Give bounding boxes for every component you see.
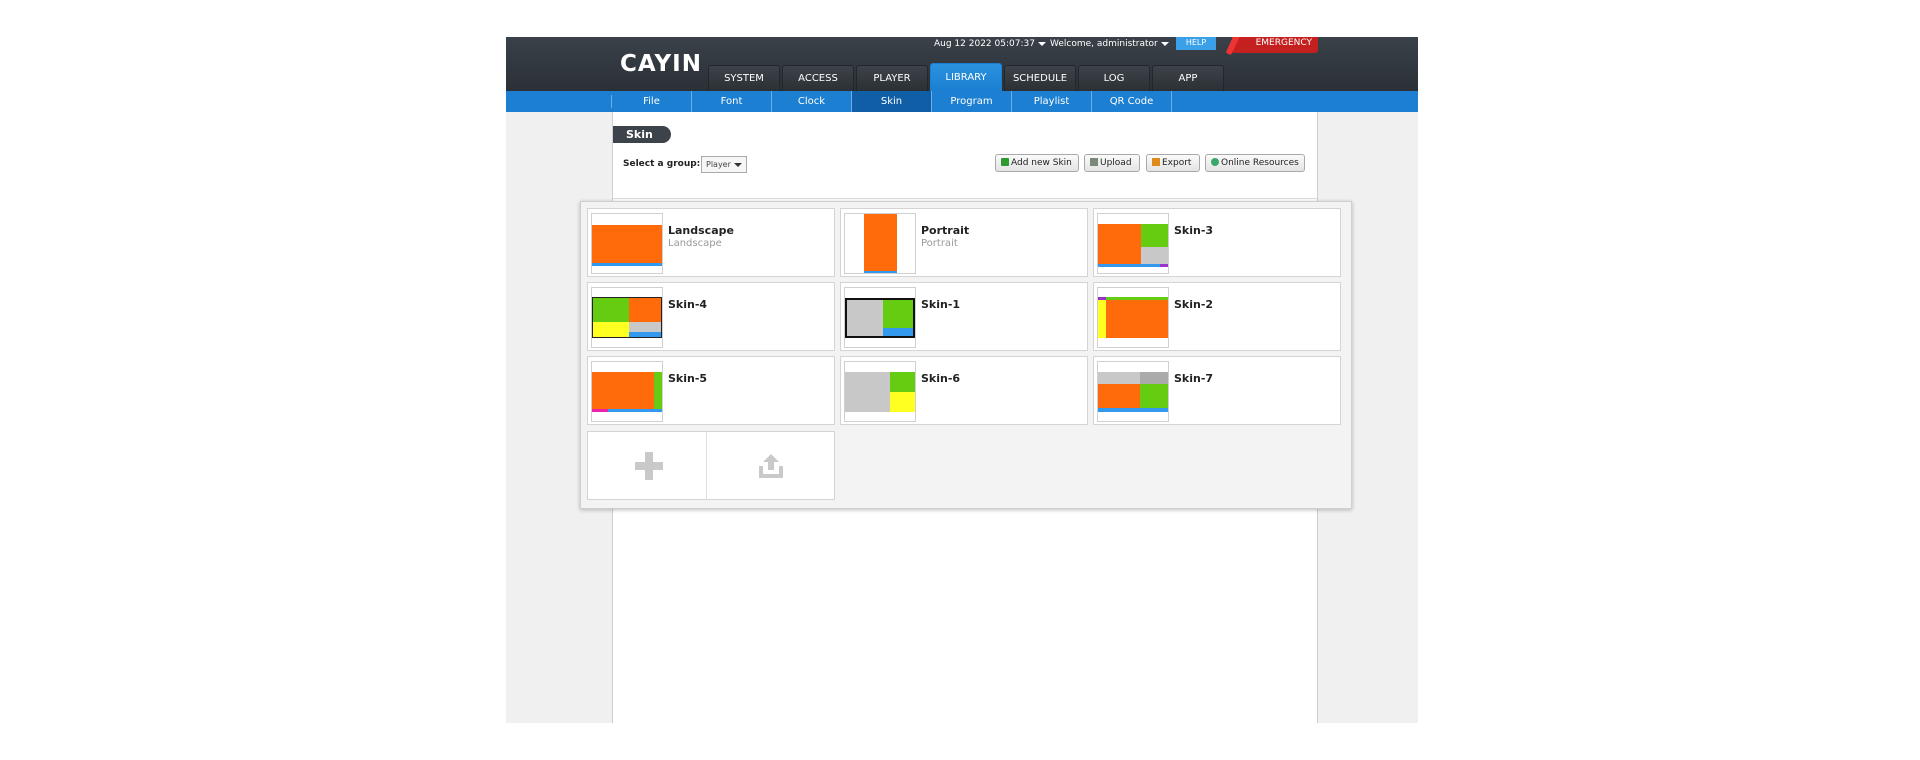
export-icon xyxy=(1152,158,1160,166)
subtab-label: Skin xyxy=(880,96,903,107)
subtab-font[interactable]: Font xyxy=(692,91,772,112)
chevron-down-icon xyxy=(1037,41,1046,46)
subtab-label: File xyxy=(643,96,660,107)
tab-label: LOG xyxy=(1103,73,1125,84)
subtab-label: Playlist xyxy=(1033,96,1070,107)
datetime-dropdown[interactable]: Aug 12 2022 05:07:37 xyxy=(934,39,1046,49)
tab-system[interactable]: SYSTEM xyxy=(708,65,780,91)
divider xyxy=(613,198,1317,199)
skin-subtitle: Landscape xyxy=(668,238,722,249)
skin-gallery-panel: Landscape Landscape Portrait Portrait Sk… xyxy=(580,201,1352,509)
skin-card-skin-3[interactable]: Skin-3 xyxy=(1093,208,1341,277)
skin-thumbnail xyxy=(844,213,916,274)
group-select[interactable]: Player xyxy=(701,156,747,173)
skin-thumbnail xyxy=(591,361,663,422)
add-upload-card xyxy=(587,431,835,500)
subtab-clock[interactable]: Clock xyxy=(772,91,852,112)
skin-card-skin-4[interactable]: Skin-4 xyxy=(587,282,835,351)
skin-name: Skin-3 xyxy=(1174,224,1214,237)
plus-icon[interactable] xyxy=(635,452,663,480)
skin-name: Portrait xyxy=(921,224,970,237)
globe-icon xyxy=(1211,158,1219,166)
tab-label: SCHEDULE xyxy=(1012,73,1068,84)
datetime-text: Aug 12 2022 05:07:37 xyxy=(934,39,1035,49)
divider xyxy=(611,95,612,108)
skin-name: Skin-1 xyxy=(921,298,961,311)
subtab-qr-code[interactable]: QR Code xyxy=(1092,91,1172,112)
skin-thumbnail xyxy=(591,213,663,274)
skin-subtitle: Portrait xyxy=(921,238,958,249)
chevron-down-icon xyxy=(733,162,742,167)
skin-thumbnail xyxy=(591,287,663,348)
skin-card-skin-7[interactable]: Skin-7 xyxy=(1093,356,1341,425)
tab-label: LIBRARY xyxy=(945,72,987,83)
user-menu[interactable]: Welcome, administrator xyxy=(1050,39,1169,49)
welcome-text: Welcome, administrator xyxy=(1050,39,1158,49)
skin-name: Landscape xyxy=(668,224,734,237)
skin-name: Skin-2 xyxy=(1174,298,1214,311)
tab-app[interactable]: APP xyxy=(1152,65,1224,91)
button-label: Export xyxy=(1162,158,1192,168)
plus-icon xyxy=(1001,158,1009,166)
skin-card-skin-5[interactable]: Skin-5 xyxy=(587,356,835,425)
divider xyxy=(706,432,707,499)
upload-icon xyxy=(1090,158,1098,166)
subtab-label: Program xyxy=(950,96,993,107)
skin-card-skin-2[interactable]: Skin-2 xyxy=(1093,282,1341,351)
emergency-label: EMERGENCY xyxy=(1255,38,1312,48)
tab-access[interactable]: ACCESS xyxy=(782,65,854,91)
tab-label: PLAYER xyxy=(873,73,911,84)
upload-button[interactable]: Upload xyxy=(1084,154,1140,172)
subtab-label: QR Code xyxy=(1109,96,1154,107)
group-label: Select a group: xyxy=(623,159,701,169)
skin-card-skin-1[interactable]: Skin-1 xyxy=(840,282,1088,351)
emergency-button[interactable]: EMERGENCY xyxy=(1232,37,1318,53)
tab-label: ACCESS xyxy=(798,73,838,84)
tab-label: APP xyxy=(1178,73,1198,84)
app-window: CAYIN Aug 12 2022 05:07:37 Welcome, admi… xyxy=(506,37,1418,723)
cayin-logo: CAYIN xyxy=(620,51,702,77)
help-label: HELP xyxy=(1185,38,1207,47)
add-new-skin-button[interactable]: Add new Skin xyxy=(995,154,1079,172)
skin-card-portrait[interactable]: Portrait Portrait xyxy=(840,208,1088,277)
tab-schedule[interactable]: SCHEDULE xyxy=(1004,65,1076,91)
upload-icon[interactable] xyxy=(756,452,786,480)
group-select-value: Player xyxy=(706,160,731,169)
skin-thumbnail xyxy=(1097,361,1169,422)
subtab-playlist[interactable]: Playlist xyxy=(1012,91,1092,112)
export-button[interactable]: Export xyxy=(1146,154,1200,172)
header-bar: CAYIN Aug 12 2022 05:07:37 Welcome, admi… xyxy=(506,37,1418,91)
online-resources-button[interactable]: Online Resources xyxy=(1205,154,1305,172)
skin-name: Skin-7 xyxy=(1174,372,1214,385)
tab-player[interactable]: PLAYER xyxy=(856,65,928,91)
skin-card-landscape[interactable]: Landscape Landscape xyxy=(587,208,835,277)
sub-navigation: File Font Clock Skin Program Playlist QR… xyxy=(506,91,1418,112)
skin-thumbnail xyxy=(844,361,916,422)
tab-label: SYSTEM xyxy=(724,73,764,84)
button-label: Upload xyxy=(1100,158,1132,168)
subtab-file[interactable]: File xyxy=(612,91,692,112)
subtab-skin[interactable]: Skin xyxy=(852,91,932,112)
skin-card-skin-6[interactable]: Skin-6 xyxy=(840,356,1088,425)
skin-name: Skin-4 xyxy=(668,298,708,311)
skin-thumbnail xyxy=(844,287,916,348)
skin-name: Skin-5 xyxy=(668,372,708,385)
subtab-label: Font xyxy=(720,96,743,107)
skin-thumbnail xyxy=(1097,213,1169,274)
tab-log[interactable]: LOG xyxy=(1078,65,1150,91)
chevron-down-icon xyxy=(1160,41,1169,46)
skin-name: Skin-6 xyxy=(921,372,961,385)
button-label: Online Resources xyxy=(1221,158,1299,168)
skin-thumbnail xyxy=(1097,287,1169,348)
subtab-program[interactable]: Program xyxy=(932,91,1012,112)
button-label: Add new Skin xyxy=(1011,158,1072,168)
subtab-label: Clock xyxy=(797,96,826,107)
help-button[interactable]: HELP xyxy=(1176,37,1216,50)
page-title: Skin xyxy=(613,126,671,143)
tab-library[interactable]: LIBRARY xyxy=(930,63,1002,91)
